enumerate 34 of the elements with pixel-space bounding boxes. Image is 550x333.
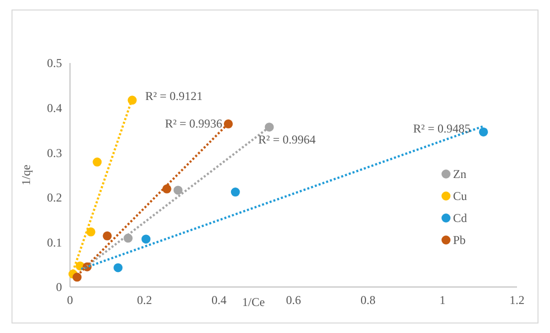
point (174, 186, 183, 195)
x-tick-label: 0.4 (212, 293, 226, 307)
x-axis-title: 1/Ce (242, 295, 265, 309)
x-tick-label: 1 (440, 293, 446, 307)
point (230, 188, 240, 197)
point (92, 158, 102, 167)
annotation: R² = 0.9121 (145, 89, 203, 104)
point (102, 231, 112, 240)
legend-label: Zn (453, 167, 466, 182)
annotation: R² = 0.9936 (164, 116, 222, 131)
y-axis-title: 1/qe (19, 164, 33, 186)
x-tick-label: 0.6 (286, 293, 301, 307)
x-tick-label: 0.2 (137, 293, 152, 307)
annotation: R² = 0.9964 (258, 132, 316, 146)
y-tick-label: 0.1 (47, 235, 62, 250)
y-tick-label: 0 (56, 280, 62, 294)
point (264, 122, 274, 132)
x-tick-label: 0.8 (360, 293, 376, 307)
point (224, 119, 233, 128)
point (86, 227, 96, 236)
y-tick-label: 0.3 (47, 146, 62, 160)
legend-label: Pb (453, 233, 466, 248)
x-tick-label: 1.2 (510, 293, 524, 307)
point (114, 263, 123, 272)
x-tick-label: 0 (67, 293, 73, 307)
point (141, 234, 150, 244)
y-tick-label: 0.5 (47, 56, 62, 70)
point (478, 127, 488, 136)
y-tick-label: 0.2 (47, 190, 62, 205)
annotation: R² = 0.9485 (413, 121, 470, 136)
legend-label: Cu (453, 189, 468, 204)
y-tick-label: 0.4 (47, 101, 62, 115)
legend-label: Cd (453, 211, 468, 226)
point (72, 272, 82, 282)
